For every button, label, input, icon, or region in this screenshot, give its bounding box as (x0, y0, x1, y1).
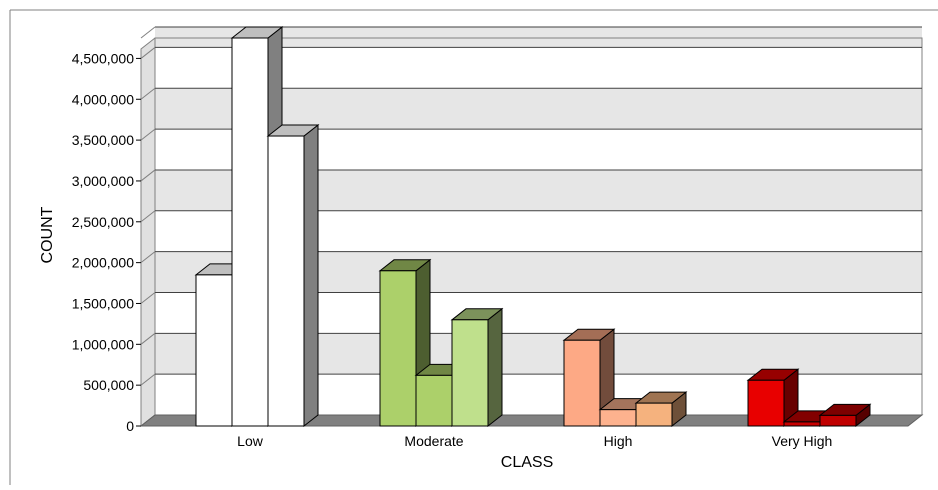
y-tick-label: 2,000,000 (72, 255, 134, 271)
y-tick-label: 2,500,000 (72, 214, 134, 230)
wall-gridline (140, 47, 156, 59)
y-tick-label: 4,500,000 (72, 50, 134, 66)
bar-low-1 (195, 274, 233, 427)
bar-high-2 (599, 409, 637, 427)
bar-moderate-2 (415, 374, 453, 427)
back-wall-band (155, 88, 922, 130)
back-wall-band (155, 27, 922, 48)
left-wall (140, 36, 156, 428)
wall-gridline (140, 210, 156, 223)
x-tick-label: High (604, 433, 633, 449)
bar-very-high-2 (783, 421, 821, 427)
x-axis-label: CLASS (501, 454, 553, 471)
bar-high-3 (635, 402, 673, 427)
bar-side-low-3 (303, 123, 319, 428)
bar-side-moderate-3 (487, 307, 503, 428)
y-tick-label: 3,000,000 (72, 173, 134, 189)
bar-low-2 (231, 37, 269, 427)
y-tick-label: 3,500,000 (72, 132, 134, 148)
wall-gridline (140, 332, 156, 345)
back-wall-band (155, 47, 922, 89)
x-tick-label: Low (237, 433, 264, 449)
y-tick-label: 500,000 (83, 377, 134, 393)
bar-high-1 (563, 339, 601, 427)
wall-gridline (140, 251, 156, 264)
y-tick-label: 1,000,000 (72, 336, 134, 352)
wall-gridline (140, 169, 156, 182)
wall-gridline (140, 26, 156, 39)
x-tick-label: Very High (772, 433, 833, 449)
bar-very-high-3 (819, 414, 857, 427)
y-tick-label: 4,000,000 (72, 91, 134, 107)
wall-gridline (140, 87, 156, 100)
wall-gridline (140, 292, 156, 304)
wall-gridline (140, 128, 156, 141)
bar-very-high-1 (747, 379, 785, 427)
bar-moderate-1 (379, 270, 417, 427)
y-tick-label: 1,500,000 (72, 295, 134, 311)
y-axis-label: COUNT (39, 206, 56, 263)
wall-gridline (140, 373, 156, 386)
bar-moderate-3 (451, 319, 489, 427)
bar-low-3 (267, 135, 305, 427)
y-tick-label: 0 (126, 418, 134, 434)
x-tick-label: Moderate (404, 433, 463, 449)
